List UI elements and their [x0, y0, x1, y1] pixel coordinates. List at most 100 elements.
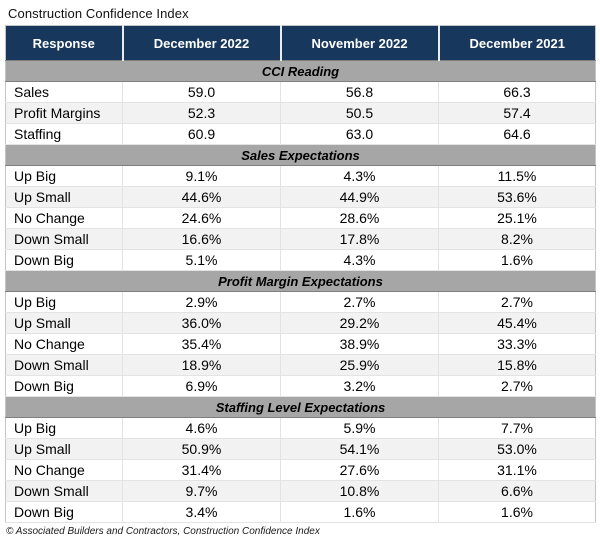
value-cell: 54.1%	[280, 438, 439, 460]
value-cell: 25.9%	[280, 354, 439, 376]
response-cell: Up Small	[5, 312, 123, 334]
response-cell: No Change	[5, 207, 123, 229]
cci-table: Response December 2022 November 2022 Dec…	[5, 25, 596, 523]
value-cell: 8.2%	[438, 228, 596, 250]
value-cell: 60.9	[122, 123, 281, 145]
value-cell: 7.7%	[438, 417, 596, 439]
value-cell: 50.5	[280, 102, 439, 124]
table-row: Down Small 16.6% 17.8% 8.2%	[5, 228, 596, 250]
response-cell: Down Big	[5, 249, 123, 271]
value-cell: 44.9%	[280, 186, 439, 208]
column-header-december-2021: December 2021	[438, 25, 596, 61]
value-cell: 2.7%	[438, 291, 596, 313]
source-note: © Associated Builders and Contractors, C…	[6, 526, 320, 537]
value-cell: 57.4	[438, 102, 596, 124]
table-row: Up Big 2.9% 2.7% 2.7%	[5, 291, 596, 313]
table-row: Up Big 4.6% 5.9% 7.7%	[5, 417, 596, 439]
value-cell: 5.9%	[280, 417, 439, 439]
value-cell: 1.6%	[438, 501, 596, 523]
value-cell: 1.6%	[280, 501, 439, 523]
section-header: Staffing Level Expectations	[5, 396, 596, 418]
page-title: Construction Confidence Index	[8, 6, 189, 21]
table-row: Up Big 9.1% 4.3% 11.5%	[5, 165, 596, 187]
table-row: No Change 35.4% 38.9% 33.3%	[5, 333, 596, 355]
response-cell: Down Small	[5, 354, 123, 376]
section-header-row: Sales Expectations	[5, 144, 596, 166]
value-cell: 44.6%	[122, 186, 281, 208]
response-cell: No Change	[5, 459, 123, 481]
response-cell: Profit Margins	[5, 102, 123, 124]
response-cell: Up Big	[5, 417, 123, 439]
value-cell: 28.6%	[280, 207, 439, 229]
value-cell: 4.6%	[122, 417, 281, 439]
section-header-row: Profit Margin Expectations	[5, 270, 596, 292]
value-cell: 18.9%	[122, 354, 281, 376]
table-row: Sales 59.0 56.8 66.3	[5, 81, 596, 103]
value-cell: 9.7%	[122, 480, 281, 502]
value-cell: 4.3%	[280, 165, 439, 187]
table-row: No Change 31.4% 27.6% 31.1%	[5, 459, 596, 481]
table-row: Staffing 60.9 63.0 64.6	[5, 123, 596, 145]
value-cell: 10.8%	[280, 480, 439, 502]
value-cell: 33.3%	[438, 333, 596, 355]
response-cell: Up Small	[5, 438, 123, 460]
response-cell: Down Small	[5, 228, 123, 250]
value-cell: 17.8%	[280, 228, 439, 250]
section-header: Profit Margin Expectations	[5, 270, 596, 292]
table-row: No Change 24.6% 28.6% 25.1%	[5, 207, 596, 229]
response-cell: Staffing	[5, 123, 123, 145]
table-row: Down Small 18.9% 25.9% 15.8%	[5, 354, 596, 376]
response-cell: No Change	[5, 333, 123, 355]
value-cell: 1.6%	[438, 249, 596, 271]
value-cell: 53.6%	[438, 186, 596, 208]
column-header-december-2022: December 2022	[122, 25, 282, 61]
value-cell: 36.0%	[122, 312, 281, 334]
table-row: Down Big 5.1% 4.3% 1.6%	[5, 249, 596, 271]
table-row: Up Small 36.0% 29.2% 45.4%	[5, 312, 596, 334]
table-row: Down Big 3.4% 1.6% 1.6%	[5, 501, 596, 523]
value-cell: 56.8	[280, 81, 439, 103]
value-cell: 31.4%	[122, 459, 281, 481]
value-cell: 25.1%	[438, 207, 596, 229]
value-cell: 5.1%	[122, 249, 281, 271]
value-cell: 15.8%	[438, 354, 596, 376]
response-cell: Up Small	[5, 186, 123, 208]
value-cell: 66.3	[438, 81, 596, 103]
value-cell: 3.4%	[122, 501, 281, 523]
value-cell: 53.0%	[438, 438, 596, 460]
table-row: Profit Margins 52.3 50.5 57.4	[5, 102, 596, 124]
response-cell: Up Big	[5, 291, 123, 313]
section-header-row: Staffing Level Expectations	[5, 396, 596, 418]
response-cell: Down Big	[5, 501, 123, 523]
value-cell: 16.6%	[122, 228, 281, 250]
value-cell: 64.6	[438, 123, 596, 145]
header-row: Response December 2022 November 2022 Dec…	[5, 25, 596, 61]
response-cell: Sales	[5, 81, 123, 103]
value-cell: 9.1%	[122, 165, 281, 187]
table-row: Up Small 50.9% 54.1% 53.0%	[5, 438, 596, 460]
value-cell: 27.6%	[280, 459, 439, 481]
value-cell: 38.9%	[280, 333, 439, 355]
response-cell: Down Big	[5, 375, 123, 397]
value-cell: 6.9%	[122, 375, 281, 397]
value-cell: 11.5%	[438, 165, 596, 187]
value-cell: 59.0	[122, 81, 281, 103]
value-cell: 29.2%	[280, 312, 439, 334]
section-header: CCI Reading	[5, 60, 596, 82]
value-cell: 31.1%	[438, 459, 596, 481]
value-cell: 2.9%	[122, 291, 281, 313]
value-cell: 6.6%	[438, 480, 596, 502]
table-row: Down Big 6.9% 3.2% 2.7%	[5, 375, 596, 397]
value-cell: 2.7%	[438, 375, 596, 397]
value-cell: 35.4%	[122, 333, 281, 355]
value-cell: 45.4%	[438, 312, 596, 334]
value-cell: 24.6%	[122, 207, 281, 229]
response-cell: Up Big	[5, 165, 123, 187]
value-cell: 52.3	[122, 102, 281, 124]
value-cell: 2.7%	[280, 291, 439, 313]
column-header-response: Response	[5, 25, 124, 61]
value-cell: 63.0	[280, 123, 439, 145]
response-cell: Down Small	[5, 480, 123, 502]
section-header-row: CCI Reading	[5, 60, 596, 82]
